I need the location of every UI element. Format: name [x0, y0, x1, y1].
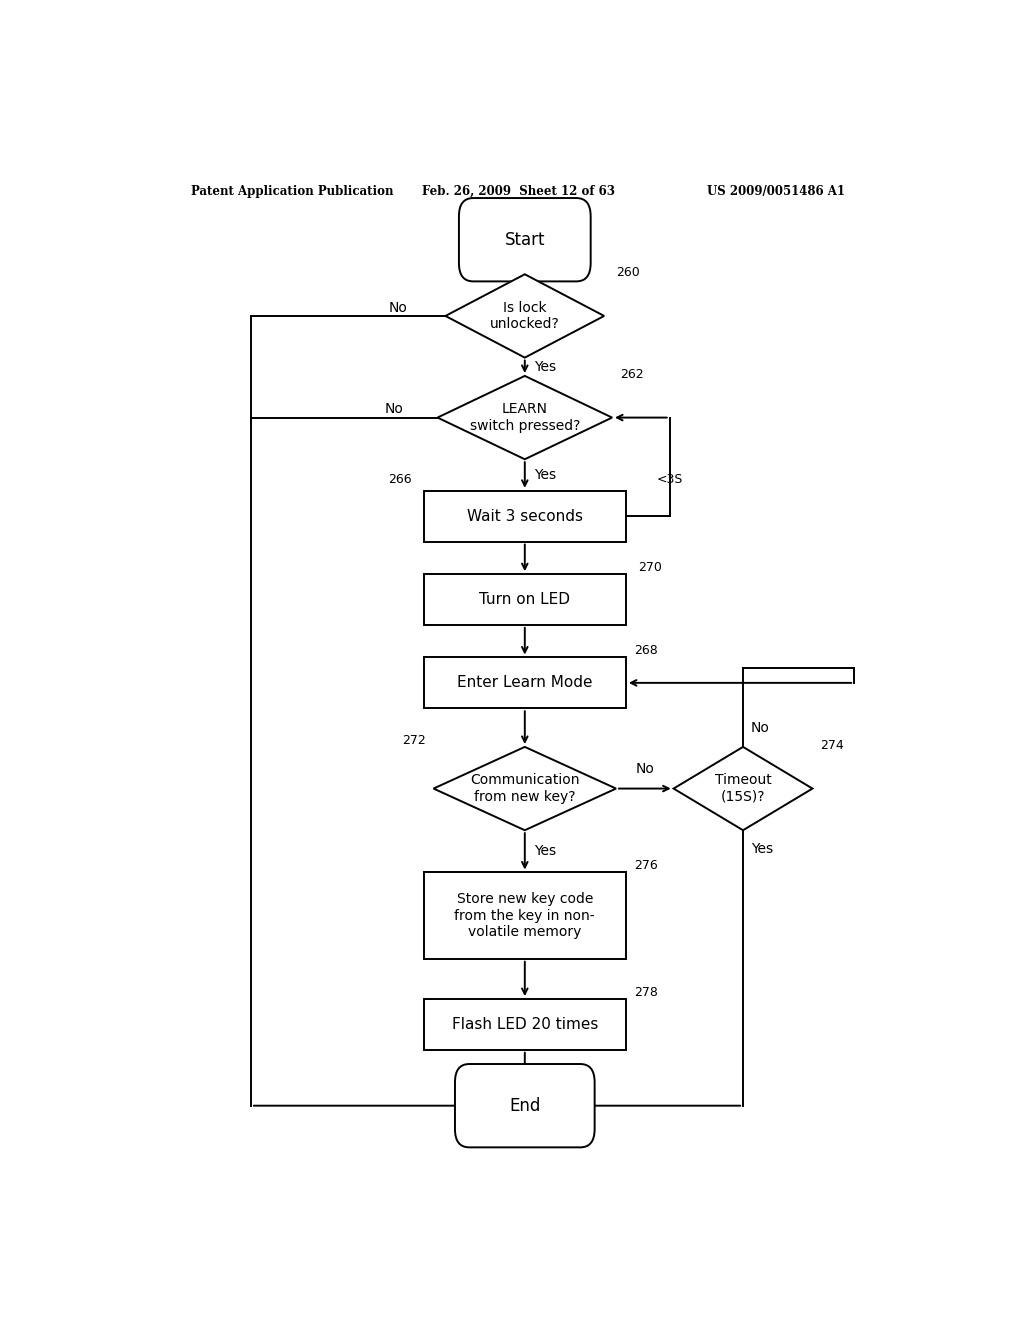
- Text: Wait 3 seconds: Wait 3 seconds: [467, 508, 583, 524]
- Text: Yes: Yes: [751, 842, 773, 857]
- Text: FIG. 12: FIG. 12: [469, 1114, 581, 1142]
- Text: 270: 270: [638, 561, 662, 574]
- Polygon shape: [433, 747, 616, 830]
- Text: No: No: [388, 301, 408, 314]
- Text: 260: 260: [616, 267, 640, 280]
- Text: 268: 268: [634, 644, 657, 657]
- Text: Enter Learn Mode: Enter Learn Mode: [457, 676, 593, 690]
- Text: <3S: <3S: [656, 473, 683, 486]
- FancyBboxPatch shape: [424, 491, 626, 541]
- FancyBboxPatch shape: [424, 999, 626, 1049]
- Text: 276: 276: [634, 859, 657, 873]
- Text: Communication
from new key?: Communication from new key?: [470, 774, 580, 804]
- Text: Flash LED 20 times: Flash LED 20 times: [452, 1016, 598, 1032]
- Text: Is lock
unlocked?: Is lock unlocked?: [489, 301, 560, 331]
- Text: US 2009/0051486 A1: US 2009/0051486 A1: [708, 185, 846, 198]
- Text: Yes: Yes: [535, 360, 556, 374]
- Text: 274: 274: [820, 739, 844, 752]
- Text: Start: Start: [505, 231, 545, 248]
- Text: LEARN
switch pressed?: LEARN switch pressed?: [470, 403, 580, 433]
- FancyBboxPatch shape: [424, 873, 626, 958]
- Text: No: No: [636, 763, 654, 776]
- Text: Store new key code
from the key in non-
volatile memory: Store new key code from the key in non- …: [455, 892, 595, 939]
- Text: Turn on LED: Turn on LED: [479, 591, 570, 607]
- FancyBboxPatch shape: [455, 1064, 595, 1147]
- Text: No: No: [384, 403, 403, 416]
- Text: 272: 272: [401, 734, 426, 747]
- Polygon shape: [445, 275, 604, 358]
- FancyBboxPatch shape: [459, 198, 591, 281]
- Text: End: End: [509, 1097, 541, 1114]
- Text: 266: 266: [388, 473, 412, 486]
- Text: No: No: [751, 721, 770, 735]
- Text: 278: 278: [634, 986, 657, 999]
- Polygon shape: [437, 376, 612, 459]
- Text: Timeout
(15S)?: Timeout (15S)?: [715, 774, 771, 804]
- FancyBboxPatch shape: [424, 574, 626, 624]
- Text: Yes: Yes: [535, 469, 556, 482]
- Text: 262: 262: [620, 368, 644, 381]
- Polygon shape: [674, 747, 812, 830]
- FancyBboxPatch shape: [424, 657, 626, 709]
- Text: Patent Application Publication: Patent Application Publication: [191, 185, 394, 198]
- Text: Yes: Yes: [535, 845, 556, 858]
- Text: Feb. 26, 2009  Sheet 12 of 63: Feb. 26, 2009 Sheet 12 of 63: [422, 185, 614, 198]
